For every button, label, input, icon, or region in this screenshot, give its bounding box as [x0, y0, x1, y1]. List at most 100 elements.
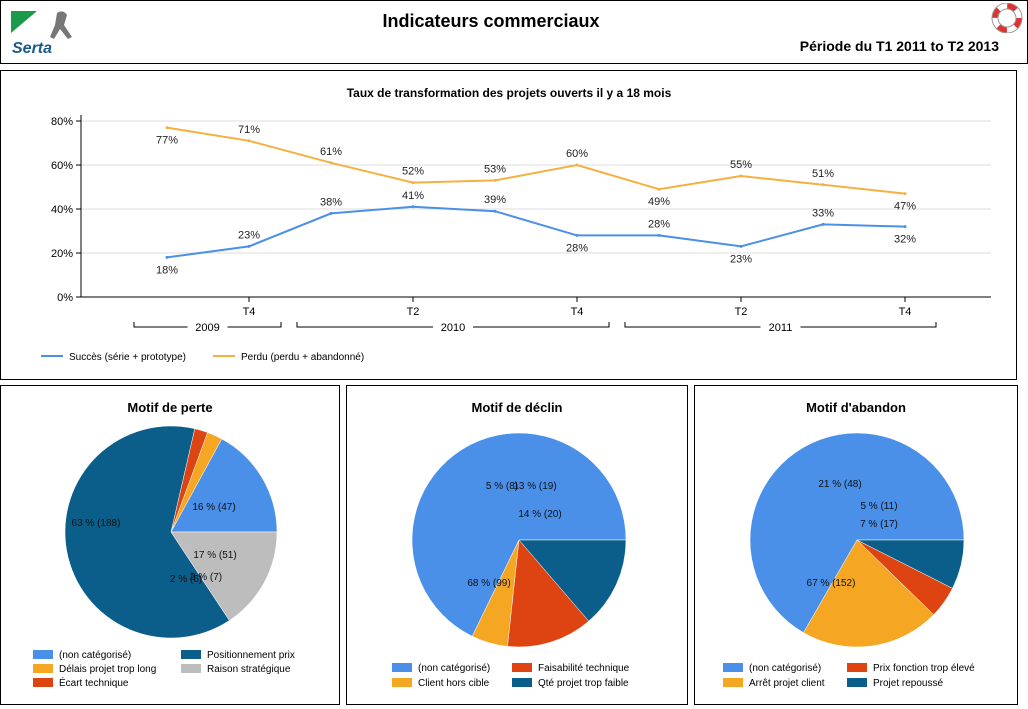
legend-label: (non catégorisé) [749, 663, 821, 674]
slice-label: 67 % (152) [807, 578, 856, 589]
data-label: 41% [402, 190, 424, 202]
slice-label: 7 % (17) [860, 519, 898, 530]
pie-slices [411, 432, 627, 648]
data-label: 51% [812, 168, 834, 180]
data-point [329, 211, 333, 215]
data-label: 39% [484, 194, 506, 206]
pie-slice [749, 432, 965, 634]
data-point [493, 178, 497, 182]
data-label: 55% [730, 159, 752, 171]
slice-label: 2 % (7) [190, 572, 222, 583]
header-panel: Serta Indicateurs commerciaux Période du… [0, 0, 1028, 64]
y-tick-label: 80% [51, 116, 73, 128]
data-label: 47% [894, 201, 916, 213]
pie-panel-abandon: Motif d'abandon 67 % (152) 21 % (48) 5 % (1… [694, 385, 1018, 705]
line-chart: Taux de transformation des projets ouver… [41, 86, 991, 363]
pie-slice [64, 425, 230, 639]
pie-chart-declin: Motif de déclin 68 % (99) 5 % (8)13 % (19)… [392, 400, 630, 689]
x-group-label: 2011 [769, 322, 793, 334]
y-tick-label: 60% [51, 160, 73, 172]
series-line [166, 205, 906, 259]
x-group-label: 2010 [441, 322, 465, 334]
pie-legend: (non catégorisé) Délais projet trop longÉ… [33, 650, 295, 689]
brand-text: Serta [12, 40, 52, 57]
data-label: 71% [238, 124, 260, 136]
legend-label: Projet repoussé [873, 678, 943, 689]
data-point [411, 181, 415, 185]
data-point [657, 233, 661, 237]
data-point [821, 222, 825, 226]
y-tick-label: 20% [51, 248, 73, 260]
legend-swatch [723, 663, 743, 672]
data-label: 60% [566, 148, 588, 160]
data-point [903, 192, 907, 196]
legend-swatch [392, 663, 412, 672]
pie-title: Motif de déclin [472, 400, 563, 415]
x-group-label: 2009 [195, 322, 219, 334]
data-point [165, 126, 169, 130]
legend-swatch [723, 678, 743, 687]
legend-label: Qté projet trop faible [538, 678, 629, 689]
x-tick-label: T2 [407, 306, 420, 318]
slice-label: 68 % (99) [467, 578, 510, 589]
x-tick-label: T2 [735, 306, 748, 318]
data-label: 28% [566, 242, 588, 254]
legend-label: Écart technique [59, 676, 129, 689]
period-label: Période du T1 2011 to T2 2013 [799, 38, 999, 54]
y-tick-label: 0% [57, 292, 73, 304]
pie-panel-declin: Motif de déclin 68 % (99) 5 % (8) 13 % (19)… [346, 385, 688, 705]
slice-label: 14 % (20) [518, 509, 561, 520]
data-label: 49% [648, 196, 670, 208]
slice-label: 63 % (188) [72, 518, 121, 529]
legend-swatch [33, 678, 53, 687]
data-label: 23% [238, 229, 260, 241]
pie-chart-perte: Motif de perte 17 % (51) 2 % (7)2 % (6) 63 … [33, 400, 295, 689]
legend-swatch [847, 663, 867, 672]
data-point [739, 244, 743, 248]
lifebuoy-icon[interactable] [989, 3, 1025, 33]
x-tick-label: T4 [243, 306, 256, 318]
data-label: 18% [156, 264, 178, 276]
page-title: Indicateurs commerciaux [382, 11, 600, 31]
pie-slice [507, 539, 590, 648]
legend-label: Succès (série + prototype) [69, 352, 186, 363]
x-tick-label: T4 [899, 306, 912, 318]
pie-slices [749, 432, 965, 648]
legend-swatch [392, 678, 412, 687]
serta-logo: Serta [11, 11, 72, 57]
pie-chart-abandon: Motif d'abandon 67 % (152) 21 % (48) 5 % (1… [723, 400, 975, 689]
legend-label: Arrêt projet client [749, 678, 825, 689]
legend-swatch [512, 678, 532, 687]
pie-legend: (non catégorisé) Client hors cible Faisabi… [392, 663, 630, 689]
line-chart-panel: Taux de transformation des projets ouver… [0, 70, 1017, 380]
x-group-bg [433, 320, 473, 332]
x-group-bg [187, 320, 228, 332]
data-label: 23% [730, 253, 752, 265]
legend-swatch [847, 678, 867, 687]
legend-label: Raison stratégique [207, 664, 291, 675]
legend-label: Perdu (perdu + abandonné) [241, 352, 364, 363]
data-label: 28% [648, 218, 670, 230]
data-point [903, 225, 907, 229]
data-point [165, 255, 169, 259]
slice-label: 17 % (51) [193, 550, 236, 561]
legend-swatch [33, 650, 53, 659]
pie-slices [64, 425, 278, 639]
slice-label: 5 % (11) [860, 501, 897, 512]
data-point [821, 183, 825, 187]
legend-swatch [181, 664, 201, 673]
y-tick-label: 40% [51, 204, 73, 216]
pie-title: Motif d'abandon [806, 400, 906, 415]
slice-label: 16 % (47) [192, 502, 235, 513]
pie-slice [170, 531, 278, 621]
data-point [247, 244, 251, 248]
pie-slice [411, 432, 627, 637]
legend-label: Client hors cible [418, 678, 490, 689]
slice-label: 5 % (8) [486, 481, 518, 492]
slice-label: 13 % (19) [513, 481, 556, 492]
data-point [329, 161, 333, 165]
legend-swatch [181, 650, 201, 659]
data-point [493, 209, 497, 213]
pie-slice [170, 438, 278, 533]
data-label: 61% [320, 146, 342, 158]
